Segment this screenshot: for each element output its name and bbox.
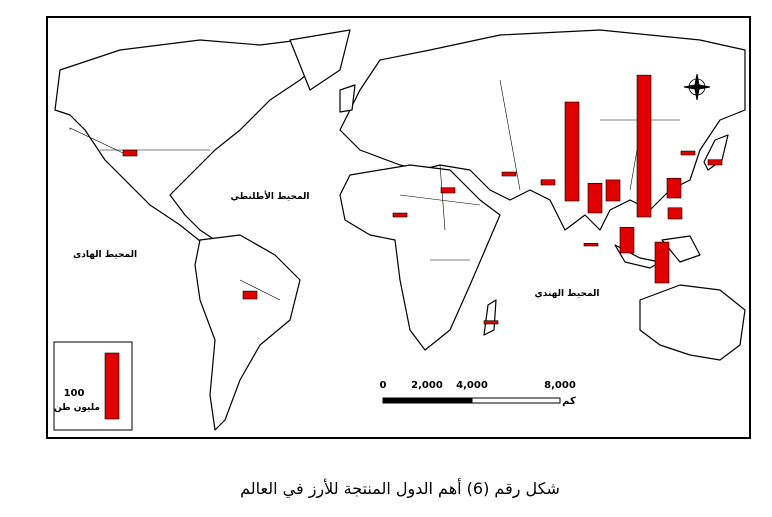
compass (683, 73, 711, 101)
bars (122, 74, 723, 325)
bar (564, 101, 580, 202)
ocean-label: المحيط الهندي (535, 289, 600, 299)
legend-box (53, 341, 133, 431)
ocean-labels: المحيط الأطلنطي المحيط الهادى المحيط اله… (73, 190, 600, 299)
bar (501, 171, 517, 177)
ocean-label: المحيط الهادى (73, 250, 137, 260)
bar (667, 207, 683, 220)
bar (242, 290, 258, 300)
bar (707, 159, 723, 166)
scale-bar (382, 397, 561, 404)
bar (619, 226, 635, 254)
bar (587, 183, 603, 214)
scale-labels: 0 2,000 4,000 8,000 كم (380, 380, 576, 407)
bar (636, 74, 652, 218)
bar (654, 241, 670, 284)
bar (540, 179, 556, 186)
bar (680, 150, 696, 156)
ocean-label: المحيط الأطلنطي (231, 190, 310, 202)
caption: شكل رقم (6) أهم الدول المنتجة للأرز في ا… (240, 478, 560, 499)
bar (605, 179, 621, 202)
bar (483, 320, 499, 325)
scale-unit: كم (562, 396, 576, 407)
bar (122, 149, 138, 157)
scale-label: 2,000 (411, 380, 443, 391)
legend-bar (104, 352, 120, 420)
legend-unit: مليون طن (54, 403, 100, 413)
bar (392, 212, 408, 218)
scale-label: 4,000 (456, 380, 488, 391)
bar (583, 243, 599, 247)
legend-value: 100 (64, 388, 85, 399)
scale-label: 8,000 (544, 380, 576, 391)
scale-label: 0 (380, 380, 387, 391)
bar (666, 177, 682, 199)
bar (440, 187, 456, 194)
